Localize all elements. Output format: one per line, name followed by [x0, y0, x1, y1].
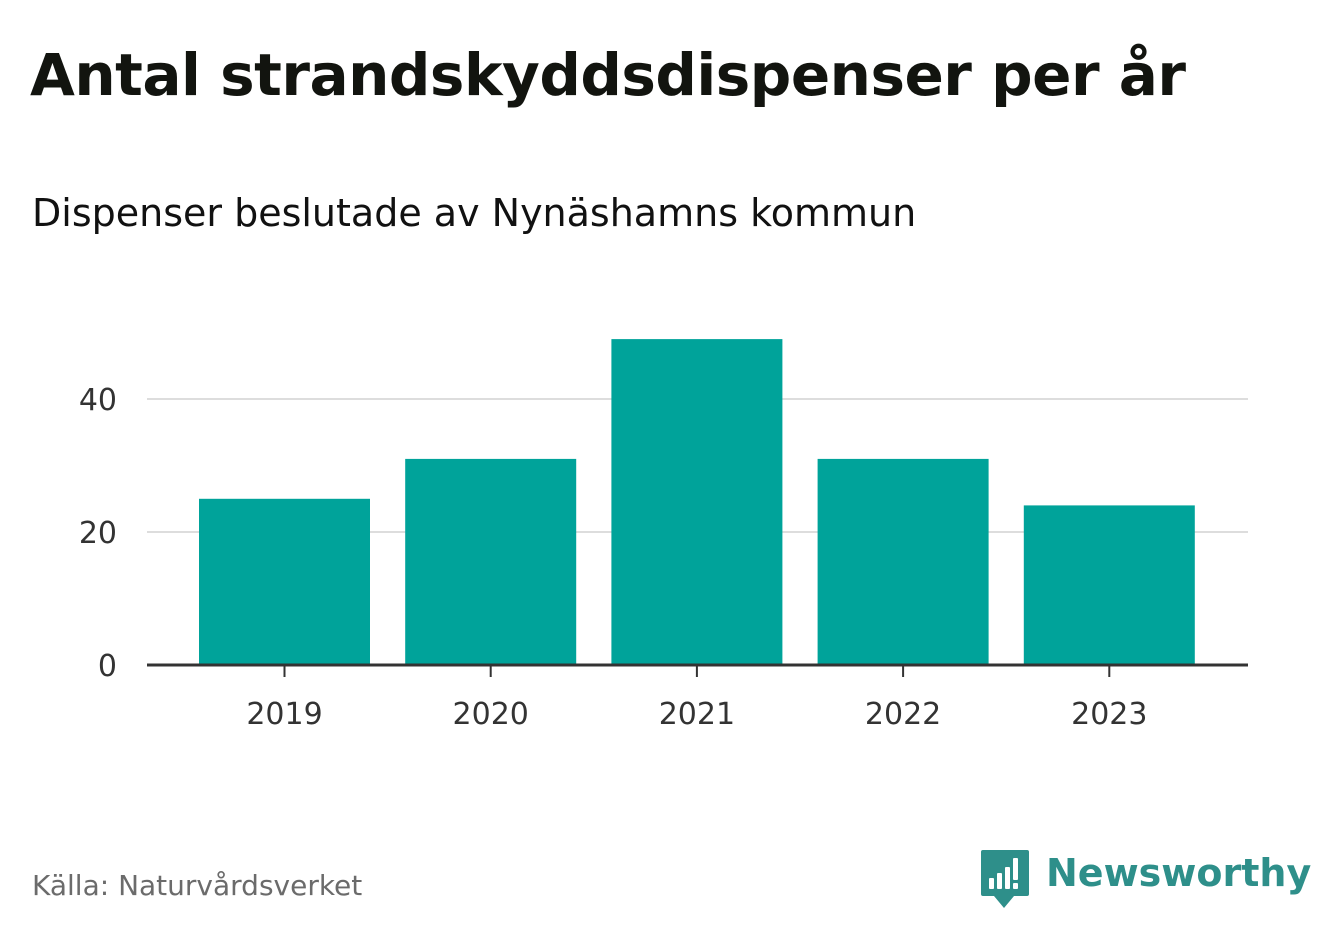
x-tick-label-2022: 2022	[865, 697, 941, 732]
x-tick-label-2020: 2020	[453, 697, 529, 732]
source-note: Källa: Naturvårdsverket	[32, 869, 363, 902]
brand-name: Newsworthy	[1046, 851, 1312, 895]
chart-title: Antal strandskyddsdispenser per år	[30, 41, 1186, 109]
newsworthy-logo-icon	[981, 850, 1029, 908]
bar-2022	[817, 458, 989, 665]
bar-2021	[611, 339, 783, 665]
y-tick-label-40: 40	[79, 383, 117, 418]
x-tick-label-2021: 2021	[659, 697, 735, 732]
bar-2019	[199, 498, 370, 666]
brand-logo: Newsworthy	[980, 848, 1311, 910]
y-tick-label-0: 0	[98, 649, 117, 684]
chart-subtitle: Dispenser beslutade av Nynäshamns kommun	[32, 191, 917, 235]
x-tick-label-2023: 2023	[1071, 697, 1147, 732]
bar-2023	[1023, 505, 1195, 665]
y-tick-label-20: 20	[79, 516, 117, 551]
x-tick-label-2019: 2019	[246, 697, 322, 732]
bar-2020	[405, 458, 577, 665]
